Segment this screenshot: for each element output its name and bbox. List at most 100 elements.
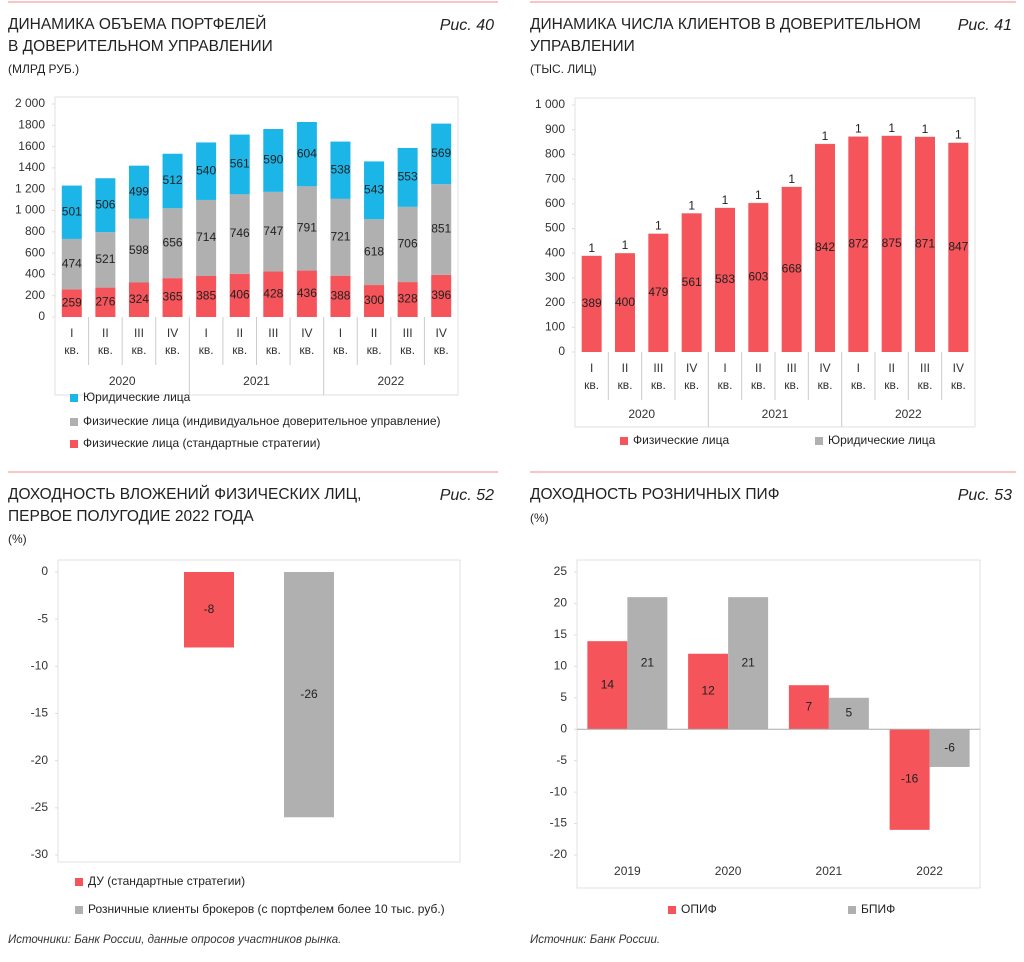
- value-label: 1: [822, 129, 829, 143]
- bar: [229, 194, 250, 274]
- x-tick-label-box: III кв.: [265, 326, 281, 357]
- x-tick-label: II кв.: [366, 326, 382, 357]
- y-tick-label: 20: [554, 596, 568, 610]
- value-label: 512: [163, 173, 183, 187]
- bar: [431, 123, 452, 185]
- bar: [881, 135, 902, 352]
- chart-title-box: ДОХОДНОСТЬ РОЗНИЧНЫХ ПИФ: [530, 486, 779, 503]
- y-tick-label: 300: [545, 270, 565, 284]
- chart-subtitle: (%): [530, 511, 549, 525]
- chart-title-box: ДИНАМИКА ЧИСЛА КЛИЕНТОВ В ДОВЕРИТЕЛЬНОМ …: [530, 16, 921, 55]
- y-tick-label: 0: [558, 344, 565, 358]
- bar: [581, 255, 602, 352]
- value-label: 276: [95, 294, 115, 308]
- value-label: 1: [922, 122, 929, 136]
- y-tick-label: 25: [554, 564, 568, 578]
- value-label: 871: [915, 237, 935, 251]
- y-tick-label: 600: [25, 245, 45, 259]
- bar: [788, 685, 829, 730]
- bar: [929, 729, 970, 767]
- value-label: 1: [588, 241, 595, 255]
- value-label: -26: [300, 687, 318, 701]
- x-tick-label: III кв.: [650, 361, 666, 392]
- y-tick-label: -15: [31, 706, 49, 720]
- x-tick-label-box: IV кв.: [434, 326, 449, 357]
- legend-swatch: [815, 437, 823, 445]
- bar: [95, 287, 116, 317]
- bar: [162, 208, 183, 279]
- value-label: 388: [330, 289, 350, 303]
- figure-label: Рис. 41: [958, 17, 1012, 34]
- legend-label: ОПИФ: [681, 902, 717, 916]
- x-tick-label: I кв.: [198, 326, 214, 357]
- y-tick-label: 700: [545, 171, 565, 185]
- legend-swatch: [668, 906, 676, 914]
- value-label: 872: [848, 236, 868, 250]
- x-tick-label: IV кв.: [684, 361, 700, 392]
- legend-swatch: [75, 906, 83, 914]
- x-tick-label: IV кв.: [165, 326, 181, 357]
- bar: [915, 136, 935, 352]
- y-tick-label: 800: [25, 224, 45, 238]
- y-tick-label: 1800: [18, 117, 45, 131]
- x-group-label: 2020: [109, 374, 136, 388]
- x-group-label: 2022: [895, 407, 922, 421]
- value-label: 540: [196, 163, 216, 177]
- figure-label: Рис. 40: [440, 17, 494, 34]
- x-tick-label: II кв.: [617, 361, 633, 392]
- bar: [296, 121, 317, 187]
- bar: [627, 597, 668, 730]
- bar: [431, 274, 452, 317]
- x-tick-label-box: I кв.: [198, 326, 214, 357]
- x-tick-label: III кв.: [265, 326, 281, 357]
- legend-swatch: [848, 906, 856, 914]
- bar: [364, 161, 385, 220]
- value-label: 1: [722, 193, 729, 207]
- x-tick-label-box: III кв.: [650, 361, 666, 392]
- bar: [296, 186, 317, 271]
- y-tick-label: 10: [554, 659, 568, 673]
- value-label: 569: [431, 146, 451, 160]
- value-label: 604: [297, 146, 317, 160]
- x-tick-label-box: I кв.: [584, 361, 599, 392]
- value-label: 1: [888, 121, 895, 135]
- bar: [330, 198, 351, 276]
- x-group-label: 2021: [243, 374, 270, 388]
- y-tick-label: 2 000: [15, 96, 45, 110]
- chart-title: ДИНАМИКА ЧИСЛА КЛИЕНТОВ В ДОВЕРИТЕЛЬНОМ …: [530, 16, 921, 55]
- y-tick-label: 15: [554, 627, 568, 641]
- bar: [263, 191, 284, 272]
- bar: [364, 285, 385, 317]
- x-tick-label-box: IV кв.: [684, 361, 700, 392]
- bar: [61, 289, 82, 317]
- value-label: 1: [955, 128, 962, 142]
- bar: [162, 153, 183, 209]
- y-tick-label: 100: [545, 319, 565, 333]
- bar: [196, 142, 217, 200]
- figure-label: Рис. 53: [958, 487, 1012, 504]
- legend-label: Физические лица (стандартные стратегии): [83, 436, 320, 450]
- bar: [681, 213, 702, 352]
- y-tick-label: 600: [545, 196, 565, 210]
- y-tick-label: 400: [25, 267, 45, 281]
- value-label: 436: [297, 286, 317, 300]
- y-tick-label: -5: [37, 611, 48, 625]
- legend-label: ДУ (стандартные стратегии): [88, 874, 245, 888]
- value-label: 747: [263, 224, 283, 238]
- x-tick-label-box: IV кв.: [165, 326, 181, 357]
- y-tick-label: 200: [545, 295, 565, 309]
- value-label: -16: [901, 772, 919, 786]
- value-label: 300: [364, 293, 384, 307]
- plot-frame: [576, 559, 981, 889]
- x-tick-label: 2021: [816, 864, 843, 878]
- x-tick-label-box: II кв.: [98, 326, 113, 357]
- legend-swatch: [75, 878, 83, 886]
- value-label: 847: [948, 240, 968, 254]
- bar: [196, 199, 217, 276]
- value-label: 365: [163, 290, 183, 304]
- x-tick-label: III кв.: [131, 326, 147, 357]
- y-tick-label: -20: [550, 847, 568, 861]
- bar: [263, 129, 284, 192]
- value-label: 328: [398, 292, 418, 306]
- y-tick-label: 900: [545, 122, 565, 136]
